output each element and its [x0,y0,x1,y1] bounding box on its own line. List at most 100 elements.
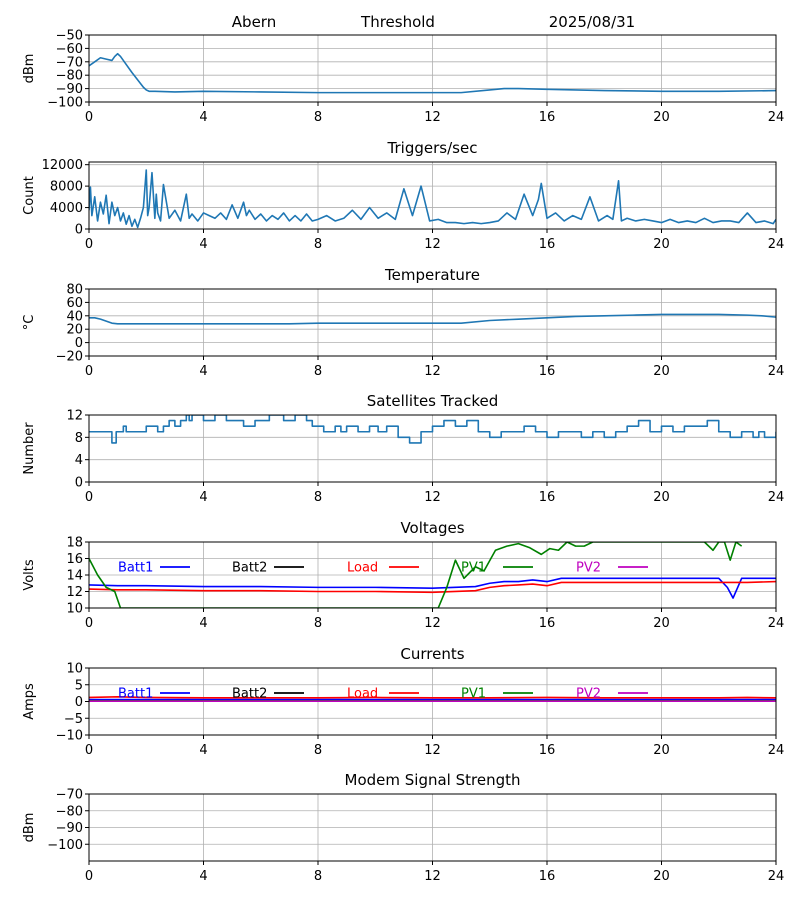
x-tick-label: 24 [768,237,785,252]
x-tick-label: 20 [653,616,670,631]
y-tick-label: 12 [66,409,83,424]
satellites-series-0-line [89,415,776,444]
legend-label-batt1: Batt1 [118,687,153,702]
threshold-series-0-line [89,52,776,94]
y-tick-label: 0 [75,223,83,238]
currents-series-load-line [89,696,776,699]
legend-label-load: Load [347,687,378,702]
x-tick-label: 4 [199,237,207,252]
x-tick-label: 12 [424,616,441,631]
x-tick-label: 20 [653,869,670,884]
legend-label-batt2: Batt2 [232,561,267,576]
x-tick-label: 8 [314,869,322,884]
voltages-grid [88,541,777,609]
x-tick-label: 16 [539,490,556,505]
x-tick-label: 24 [768,869,785,884]
y-tick-label: −90 [56,821,83,836]
legend-label-pv2: PV2 [576,561,601,576]
currents-title: Currents [400,645,464,663]
y-tick-label: −100 [47,96,83,111]
y-tick-label: 4000 [50,201,83,216]
temperature-series-0-line [89,313,776,325]
x-tick-label: 4 [199,490,207,505]
y-tick-label: 12 [66,585,83,600]
y-tick-label: 12000 [42,158,83,173]
threshold-y-axis-title: dBm [22,54,37,84]
y-tick-label: 14 [66,569,83,584]
legend-label-load: Load [347,561,378,576]
triggers-grid [88,162,777,230]
x-tick-label: 0 [85,490,93,505]
voltages-series-load-line [89,580,776,594]
x-tick-label: 20 [653,110,670,125]
x-tick-label: 24 [768,490,785,505]
x-tick-label: 4 [199,616,207,631]
y-tick-label: −90 [56,82,83,97]
x-tick-label: 8 [314,364,322,379]
x-tick-label: 4 [199,869,207,884]
x-tick-label: 8 [314,616,322,631]
modem-grid [88,793,777,861]
voltages-y-axis-title: Volts [22,559,37,591]
y-tick-label: −70 [56,788,83,803]
threshold-panel: 0 4 8 12 16 20 24 −100−90−80−70−60−50 dBm [22,29,784,126]
temperature-title: Temperature [384,266,480,284]
figure-header: Abern Threshold 2025/08/31 [232,13,635,31]
y-tick-label: −50 [56,29,83,44]
y-tick-label: 0 [75,476,83,491]
y-tick-label: −60 [56,42,83,57]
triggers-panel: 0 4 8 12 16 20 24 0 4000 8000 12000 Count Triggers/s… [22,139,784,252]
x-tick-label: 20 [653,743,670,758]
triggers-y-axis-title: Count [22,176,37,215]
y-tick-label: 10 [66,602,83,617]
x-tick-label: 12 [424,237,441,252]
voltages-legend: Batt1 Batt2 Load PV1 PV2 [118,561,648,576]
y-tick-label: −5 [64,712,83,727]
x-tick-label: 12 [424,110,441,125]
x-tick-label: 16 [539,237,556,252]
x-tick-label: 0 [85,743,93,758]
satellites-panel: 0 4 8 12 16 20 24 0 4 8 12 Number Satellites Tracked [22,392,784,505]
header-date: 2025/08/31 [549,13,635,31]
y-tick-label: −100 [47,838,83,853]
y-tick-label: 60 [66,296,83,311]
y-tick-label: −70 [56,55,83,70]
satellites-title: Satellites Tracked [367,392,498,410]
legend-label-batt1: Batt1 [118,561,153,576]
modem-panel: 0 4 8 12 16 20 24 −100 −90 −80−70 dBm Modem Signal … [22,771,784,884]
voltages-series-batt1-line [89,577,776,599]
y-tick-label: −10 [56,729,83,744]
currents-legend: Batt1 Batt2 Load PV1 PV2 [118,687,648,702]
satellites-grid [88,414,777,483]
x-tick-label: 8 [314,237,322,252]
x-tick-label: 12 [424,364,441,379]
y-tick-label: 8000 [50,180,83,195]
header-station: Abern [232,13,276,31]
y-tick-label: 18 [66,536,83,551]
x-tick-label: 16 [539,110,556,125]
x-tick-label: 24 [768,110,785,125]
header-plot-name: Threshold [360,13,435,31]
x-tick-label: 24 [768,743,785,758]
y-tick-label: 40 [66,309,83,324]
legend-label-batt2: Batt2 [232,687,267,702]
currents-y-axis-title: Amps [22,683,37,720]
y-tick-label: 0 [75,336,83,351]
legend-label-pv2: PV2 [576,687,601,702]
x-tick-label: 4 [199,110,207,125]
x-tick-label: 20 [653,490,670,505]
y-tick-label: 80 [66,283,83,298]
x-tick-label: 0 [85,616,93,631]
x-tick-label: 4 [199,364,207,379]
x-tick-label: 20 [653,364,670,379]
legend-label-pv1: PV1 [461,687,486,702]
x-tick-label: 16 [539,743,556,758]
x-tick-label: 16 [539,869,556,884]
x-tick-label: 4 [199,743,207,758]
x-tick-label: 8 [314,743,322,758]
voltages-title: Voltages [400,519,464,537]
